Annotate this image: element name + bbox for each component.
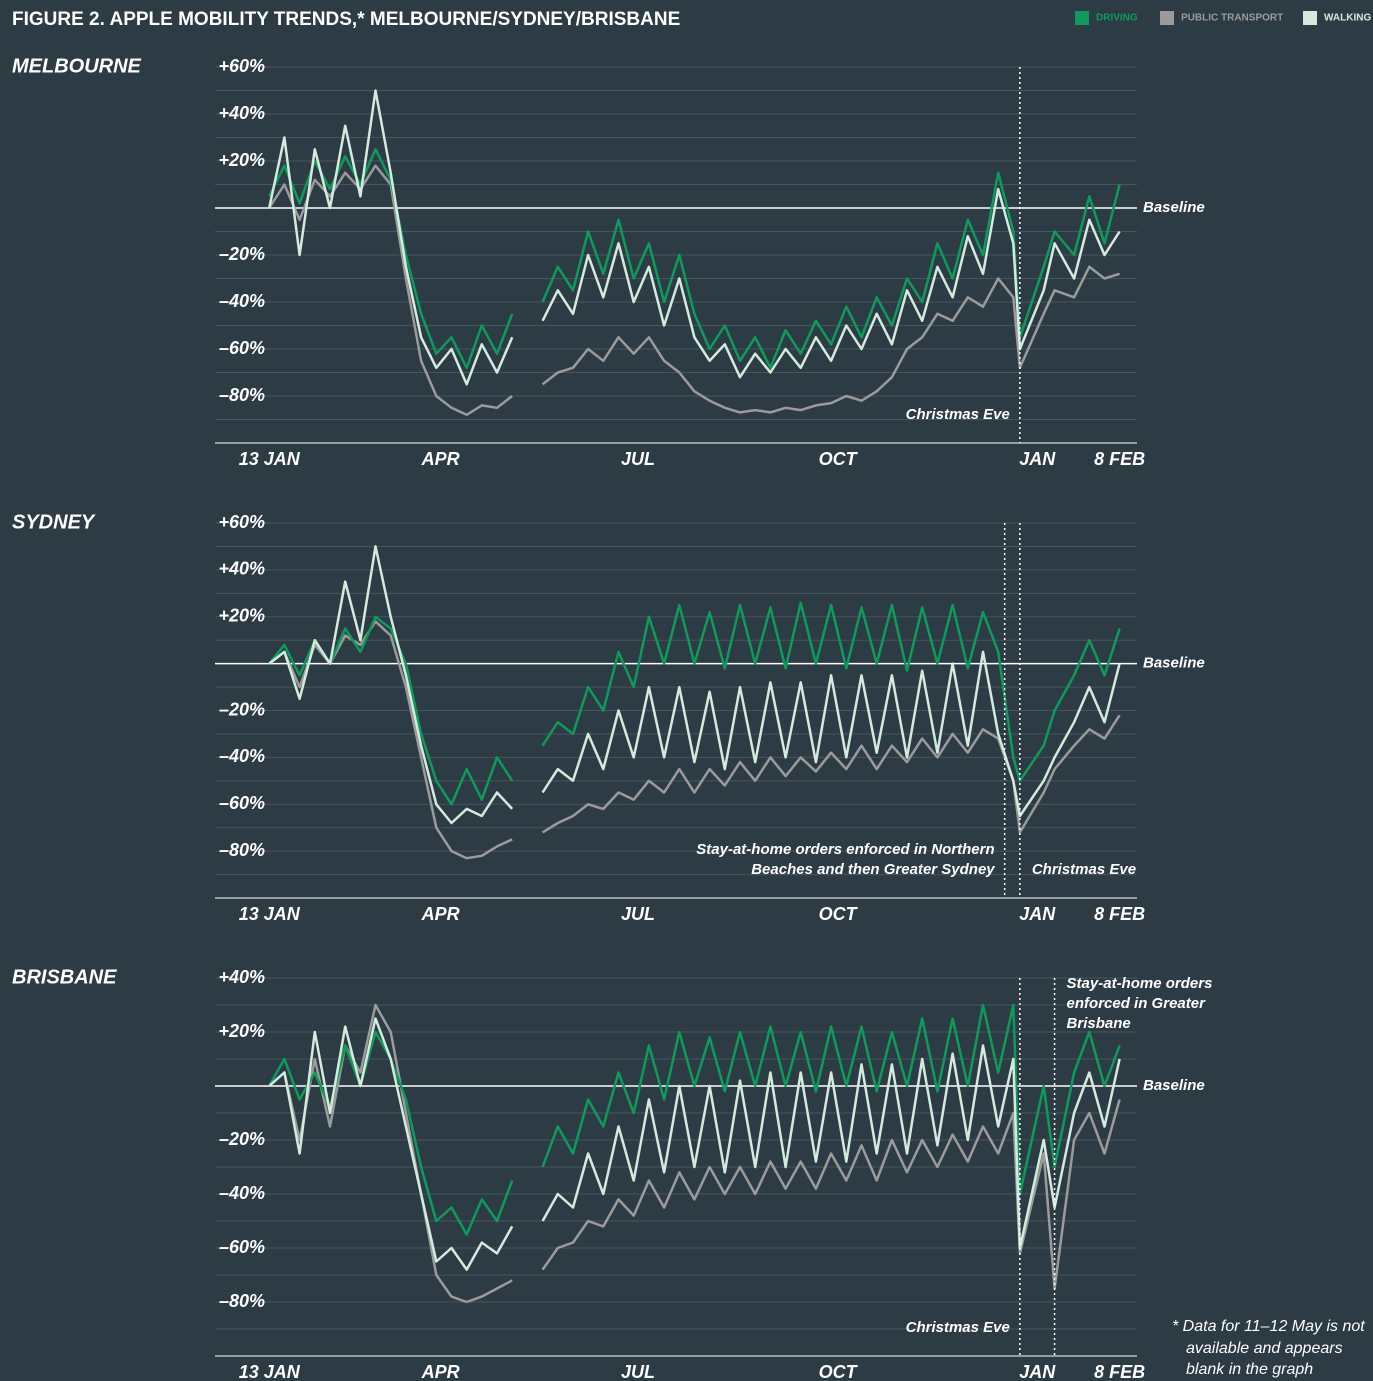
series-line	[268, 601, 1121, 806]
event-label: Stay-at-home orders enforced in Northern	[696, 841, 994, 858]
footnote: available and appears	[1186, 1340, 1343, 1357]
event-label: enforced in Greater	[1067, 995, 1207, 1012]
x-tick-label: JUL	[621, 904, 655, 924]
series-line	[267, 89, 1121, 386]
y-tick-label: +40%	[218, 967, 265, 987]
series-line	[268, 1017, 1121, 1271]
y-tick-label: –40%	[219, 746, 265, 766]
footnote: blank in the graph	[1186, 1361, 1313, 1378]
y-tick-label: +60%	[218, 56, 265, 76]
x-tick-label: 13 JAN	[239, 1362, 301, 1381]
y-tick-label: –80%	[219, 840, 265, 860]
legend-swatch	[1303, 11, 1317, 25]
event-label: Christmas Eve	[906, 406, 1010, 423]
x-tick-label: JAN	[1019, 1362, 1056, 1381]
y-tick-label: +40%	[218, 559, 265, 579]
x-tick-label: JUL	[621, 1362, 655, 1381]
x-tick-label: OCT	[819, 1362, 859, 1381]
y-tick-label: +20%	[218, 1021, 265, 1041]
x-tick-label: JAN	[1019, 449, 1056, 469]
legend-swatch	[1160, 11, 1174, 25]
y-tick-label: +60%	[218, 512, 265, 532]
legend-label: WALKING	[1324, 13, 1371, 24]
event-label: Christmas Eve	[906, 1319, 1010, 1336]
x-tick-label: OCT	[819, 449, 859, 469]
x-tick-label: JUL	[621, 449, 655, 469]
legend-label: DRIVING	[1096, 13, 1138, 24]
event-label: Brisbane	[1067, 1015, 1131, 1032]
y-tick-label: +20%	[218, 606, 265, 626]
event-label: Christmas Eve	[1032, 861, 1136, 878]
y-tick-label: –20%	[219, 699, 265, 719]
baseline-label: Baseline	[1143, 655, 1205, 672]
series-line	[268, 545, 1121, 825]
x-tick-label: 8 FEB	[1094, 1362, 1145, 1381]
x-tick-label: 13 JAN	[239, 449, 301, 469]
y-tick-label: –60%	[219, 1237, 265, 1257]
footnote: * Data for 11–12 May is not	[1172, 1318, 1365, 1335]
chart-title: SYDNEY	[12, 511, 96, 533]
legend-label: PUBLIC TRANSPORT	[1181, 13, 1283, 24]
y-tick-label: –40%	[219, 291, 265, 311]
y-tick-label: –80%	[219, 385, 265, 405]
x-tick-label: 13 JAN	[239, 904, 301, 924]
y-tick-label: –40%	[219, 1183, 265, 1203]
x-tick-label: 8 FEB	[1094, 449, 1145, 469]
event-label: Beaches and then Greater Sydney	[751, 861, 995, 878]
y-tick-label: +40%	[218, 103, 265, 123]
x-tick-label: JAN	[1019, 904, 1056, 924]
y-tick-label: –20%	[219, 244, 265, 264]
chart-title: MELBOURNE	[12, 55, 142, 77]
y-tick-label: +20%	[218, 150, 265, 170]
x-tick-label: APR	[421, 449, 460, 469]
y-tick-label: –80%	[219, 1291, 265, 1311]
x-tick-label: OCT	[819, 904, 859, 924]
x-tick-label: APR	[421, 904, 460, 924]
x-tick-label: APR	[421, 1362, 460, 1381]
y-tick-label: –20%	[219, 1129, 265, 1149]
chart-title: BRISBANE	[12, 966, 117, 988]
x-tick-label: 8 FEB	[1094, 904, 1145, 924]
baseline-label: Baseline	[1143, 199, 1205, 216]
figure-title: FIGURE 2. APPLE MOBILITY TRENDS,* MELBOU…	[12, 9, 680, 30]
y-tick-label: –60%	[219, 338, 265, 358]
y-tick-label: –60%	[219, 793, 265, 813]
event-label: Stay-at-home orders	[1067, 975, 1213, 992]
legend-swatch	[1075, 11, 1089, 25]
baseline-label: Baseline	[1143, 1077, 1205, 1094]
